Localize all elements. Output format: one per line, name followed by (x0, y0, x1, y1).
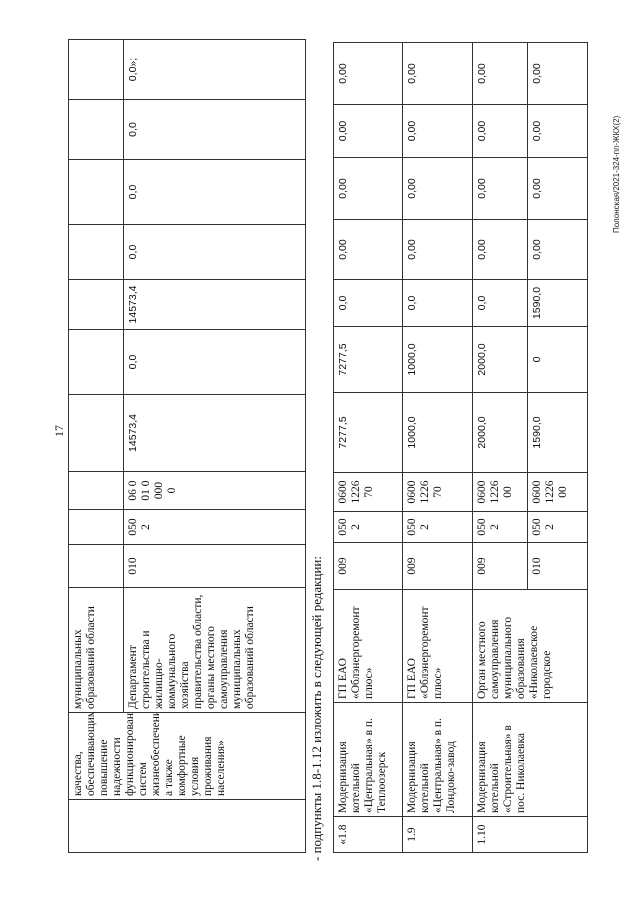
amount-col-4: 0,0 (123, 224, 306, 280)
document-footer-code: Полонская/2021-324-пп-ЖКХ(2) (612, 115, 621, 233)
budget-code-grbs (68, 544, 124, 588)
budget-code-grbs: 009 (472, 542, 528, 590)
table-row: 1.10 Модернизация котельной «Строительная… (472, 42, 588, 853)
executor: муниципальных образований области (68, 587, 124, 713)
item-name: качества, обеспечивающими повышение наде… (68, 712, 306, 800)
amount-col-7 (68, 39, 124, 100)
cell-value: 0600122600 (531, 480, 569, 504)
page-number: 17 (52, 425, 66, 437)
cell-value: 06 0 01 0000 0 (127, 480, 178, 501)
executor: ГП ЕАО «Облэнергоремонт плюс» (402, 589, 473, 703)
amount-col-2: 0 (527, 326, 588, 393)
cell-value: 0502 (127, 518, 152, 536)
amount-col-7: 0,00 (402, 42, 473, 105)
amount-col-2: 1000,0 (402, 326, 473, 393)
budget-code-grbs: 010 (123, 544, 306, 588)
amount-col-4: 0,00 (333, 219, 403, 280)
budget-code-section: 0502 (333, 511, 403, 543)
table-row: качества, обеспечивающими повышение наде… (68, 39, 306, 853)
amount-col-6: 0,00 (472, 104, 528, 158)
budget-code-grbs: 010 (527, 542, 588, 590)
amount-col-6: 0,00 (527, 104, 588, 158)
executor: ГП ЕАО «Облэнергоремонт плюс» (333, 589, 403, 703)
item-number: 1.10 (472, 816, 588, 853)
item-number: 1.9 (402, 816, 473, 853)
budget-code-target: 06 0 01 0000 0 (123, 471, 306, 510)
program-table-continuation: качества, обеспечивающими повышение наде… (68, 39, 306, 853)
cell-value: 0502 (476, 518, 501, 536)
budget-code-target: 0600122670 (333, 472, 403, 512)
budget-code-section: 0502 (472, 511, 528, 543)
cell-value: 0600122600 (476, 480, 514, 504)
amount-col-3: 0,0 (402, 279, 473, 327)
executor: Орган местного самоуправления муниципаль… (472, 589, 588, 703)
amount-col-4: 0,00 (472, 219, 528, 280)
amount-col-7: 0,00 (333, 42, 403, 105)
amount-col-3: 0,0 (472, 279, 528, 327)
item-number: «1.8 (333, 816, 403, 853)
amount-col-5: 0,00 (472, 157, 528, 220)
budget-code-target: 0600122600 (527, 472, 588, 512)
amount-col-2: 7277,5 (333, 326, 403, 393)
cell-value: 0502 (531, 518, 556, 536)
amount-col-3: 1590,0 (527, 279, 588, 327)
item-name: Модернизация котельной «Центральная» в п… (402, 702, 473, 817)
subitems-table: «1.8 Модернизация котельной «Центральная»… (333, 42, 588, 853)
budget-code-grbs: 009 (402, 542, 473, 590)
amount-col-2: 0,0 (123, 329, 306, 395)
table-row: 1.9 Модернизация котельной «Центральная» … (402, 42, 473, 853)
total-amount: 2000,0 (472, 392, 528, 473)
total-amount: 14573,4 (123, 394, 306, 472)
amount-col-6 (68, 99, 124, 160)
amount-col-5: 0,0 (123, 159, 306, 225)
total-amount (68, 394, 124, 472)
cell-value: 0502 (406, 518, 431, 536)
amount-col-3 (68, 279, 124, 330)
amount-col-4: 0,00 (527, 219, 588, 280)
budget-code-target (68, 471, 124, 510)
item-name: Модернизация котельной «Строительная» в … (472, 702, 588, 817)
amount-col-2 (68, 329, 124, 395)
amount-col-2: 2000,0 (472, 326, 528, 393)
amount-col-7: 0,00 (527, 42, 588, 105)
amount-col-3: 14573,4 (123, 279, 306, 330)
budget-code-target: 0600122600 (472, 472, 528, 512)
amount-col-4: 0,00 (402, 219, 473, 280)
item-name: Модернизация котельной «Центральная» в п… (333, 702, 403, 817)
budget-code-section: 0502 (123, 509, 306, 545)
amount-col-4 (68, 224, 124, 280)
amount-col-5: 0,00 (402, 157, 473, 220)
amount-col-5: 0,00 (527, 157, 588, 220)
cell-value: 0600122670 (337, 480, 375, 504)
table-row: «1.8 Модернизация котельной «Центральная»… (333, 42, 403, 853)
amount-col-7: 0,00 (472, 42, 528, 105)
amount-col-6: 0,00 (402, 104, 473, 158)
amount-col-5: 0,00 (333, 157, 403, 220)
total-amount: 1590,0 (527, 392, 588, 473)
budget-code-section: 0502 (527, 511, 588, 543)
budget-code-target: 0600122670 (402, 472, 473, 512)
amount-col-7: 0,0»; (123, 39, 306, 100)
cell-value: 0502 (337, 518, 362, 536)
budget-code-section: 0502 (402, 511, 473, 543)
budget-code-grbs: 009 (333, 542, 403, 590)
amendment-instruction: - подпункты 1.8-1.12 изложить в следующе… (309, 556, 324, 861)
amount-col-3: 0,0 (333, 279, 403, 327)
amount-col-6: 0,0 (123, 99, 306, 160)
total-amount: 7277,5 (333, 392, 403, 473)
item-number (68, 799, 306, 853)
amount-col-5 (68, 159, 124, 225)
cell-value: 0600122670 (406, 480, 444, 504)
executor: Департамент строительства и жилищно-комм… (123, 587, 306, 713)
amount-col-6: 0,00 (333, 104, 403, 158)
total-amount: 1000,0 (402, 392, 473, 473)
budget-code-section (68, 509, 124, 545)
